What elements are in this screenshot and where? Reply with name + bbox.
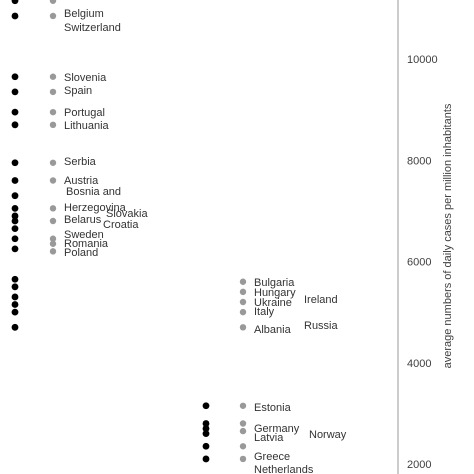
y-tick-label: 10000	[407, 54, 438, 66]
grey-data-point	[239, 420, 247, 427]
black-data-point	[11, 225, 19, 232]
country-label: Estonia	[254, 402, 292, 414]
black-data-point	[202, 430, 210, 438]
grey-data-point	[49, 240, 57, 247]
country-label: Netherlands	[254, 464, 314, 474]
country-label: Herzegovina	[64, 202, 127, 214]
label-layer: BelgiumSwitzerlandSloveniaSpainPortugalL…	[64, 8, 347, 474]
country-label: Austria	[64, 175, 99, 187]
country-label: Bosnia and	[66, 186, 121, 198]
country-label: Germany	[254, 423, 300, 435]
grey-data-point	[49, 108, 57, 116]
country-label: Croatia	[103, 219, 139, 231]
y-axis-label: average numbers of daily cases per milli…	[442, 103, 454, 368]
black-data-point	[11, 323, 19, 331]
black-data-point	[11, 212, 19, 220]
country-label: Hungary	[254, 287, 296, 299]
black-data-point	[11, 293, 19, 301]
country-label: Belgium	[64, 8, 104, 20]
grey-data-point	[239, 278, 247, 285]
country-label: Albania	[254, 324, 292, 336]
country-label: Russia	[304, 320, 339, 332]
black-data-point	[202, 442, 210, 450]
black-data-point	[11, 245, 19, 253]
black-data-point	[11, 308, 19, 316]
grey-data-point	[49, 121, 57, 129]
country-label: Latvia	[254, 432, 284, 444]
grey-data-point	[49, 12, 57, 20]
black-data-point	[11, 275, 19, 283]
grey-data-point	[49, 205, 57, 212]
country-label: Switzerland	[64, 22, 121, 34]
grey-data-point	[239, 324, 247, 331]
country-label: Spain	[64, 85, 92, 97]
black-data-point	[11, 283, 19, 291]
grey-data-point	[239, 298, 247, 306]
y-tick-label: 6000	[407, 257, 431, 269]
country-label: Italy	[254, 306, 275, 318]
country-label: Greece	[254, 451, 290, 463]
country-label: Slovenia	[64, 72, 107, 84]
black-data-point	[11, 12, 19, 20]
grey-data-point	[239, 308, 247, 316]
y-tick-label: 2000	[407, 459, 431, 471]
black-data-point	[11, 73, 19, 81]
country-label: Ukraine	[254, 297, 292, 309]
country-label: Bulgaria	[254, 277, 295, 289]
y-axis: 2000 4000 6000 8000 10000 average numbers of …	[397, 0, 454, 474]
black-data-point	[11, 235, 19, 243]
black-data-point	[11, 177, 19, 184]
black-data-point	[11, 217, 19, 225]
country-label: Portugal	[64, 107, 105, 119]
country-label: Sweden	[64, 229, 104, 241]
grey-data-point	[239, 402, 247, 409]
grey-data-point	[49, 177, 57, 184]
black-data-point	[11, 88, 19, 96]
country-label: Belarus	[64, 214, 102, 226]
grey-data-point	[239, 427, 247, 435]
country-label: Slovakia	[106, 208, 148, 220]
black-data-point	[11, 108, 19, 116]
grey-data-point	[49, 159, 57, 166]
grey-data-point	[49, 235, 57, 242]
grey-data-point	[49, 248, 57, 255]
country-label: Norway	[309, 429, 347, 441]
black-data-point	[202, 455, 210, 463]
black-data-point	[11, 192, 19, 200]
dot-layer	[11, 0, 247, 463]
black-data-point	[11, 204, 19, 212]
black-data-point	[11, 159, 19, 167]
y-tick-label: 8000	[407, 155, 431, 167]
grey-data-point	[49, 217, 57, 225]
country-label: Lithuania	[64, 120, 110, 132]
country-label: Romania	[64, 238, 109, 250]
grey-data-point	[239, 443, 247, 450]
grey-data-point	[49, 0, 57, 4]
black-data-point	[202, 420, 210, 427]
black-data-point	[11, 301, 19, 308]
grey-data-point	[49, 88, 57, 96]
black-data-point	[11, 121, 19, 129]
y-tick-label: 4000	[407, 358, 431, 370]
grey-data-point	[239, 455, 247, 463]
country-label: Poland	[64, 247, 98, 259]
black-data-point	[202, 425, 210, 432]
country-label: Serbia	[64, 156, 97, 168]
country-label: Ireland	[304, 294, 338, 306]
black-data-point	[202, 402, 210, 410]
black-data-point	[11, 0, 19, 5]
grey-data-point	[239, 288, 247, 296]
grey-data-point	[49, 73, 57, 80]
